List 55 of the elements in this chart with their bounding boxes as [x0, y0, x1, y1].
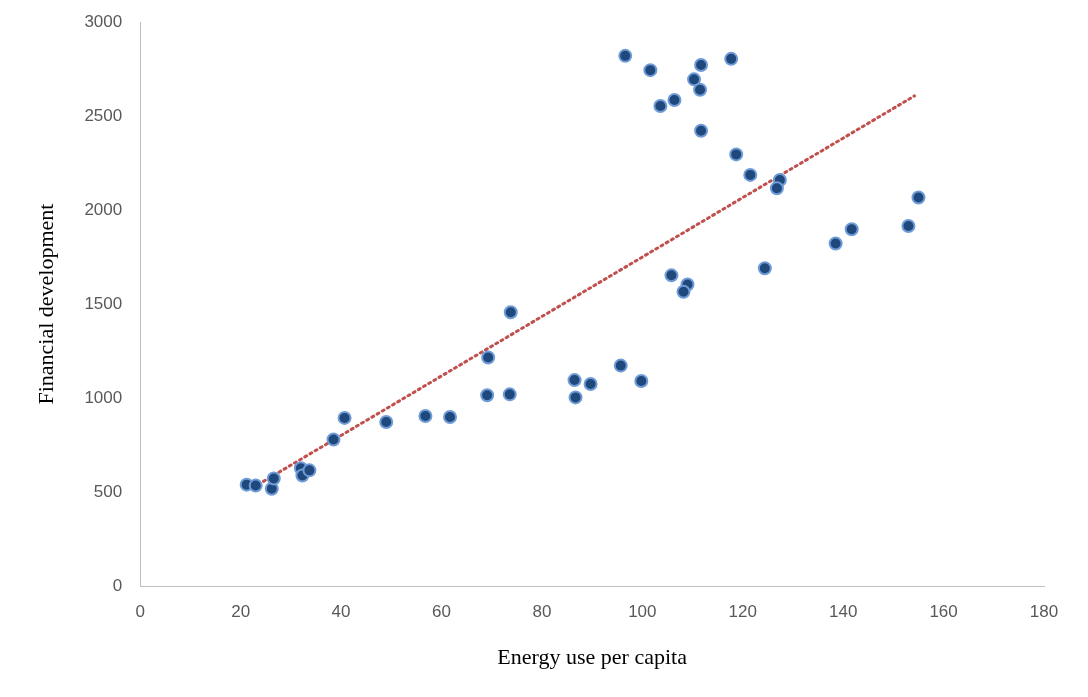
point [643, 63, 658, 78]
point [653, 99, 668, 114]
x-tick-label: 120 [728, 602, 757, 622]
y-tick-label: 0 [112, 575, 123, 595]
point [503, 305, 518, 320]
point [757, 261, 772, 276]
y-tick-label: 2500 [84, 105, 123, 125]
point [664, 268, 679, 283]
point [481, 350, 496, 365]
point [613, 358, 628, 373]
point [694, 58, 709, 73]
point [379, 415, 394, 430]
point [828, 236, 843, 251]
point [302, 463, 317, 478]
point [337, 410, 352, 425]
point [687, 72, 702, 87]
x-tick-label: 180 [1029, 602, 1059, 622]
point [901, 219, 916, 234]
point [694, 123, 709, 138]
x-tick-label: 100 [628, 602, 657, 622]
point [844, 222, 859, 237]
x-tick-label: 60 [432, 602, 451, 622]
y-tick-label: 500 [93, 481, 123, 501]
point [418, 409, 433, 423]
point [248, 478, 263, 493]
point [769, 181, 784, 196]
x-tick-label: 140 [828, 602, 858, 622]
point [568, 390, 583, 405]
point [634, 374, 649, 389]
point [667, 93, 682, 108]
point [676, 284, 691, 299]
point [693, 82, 708, 97]
y-tick-label: 1000 [84, 387, 123, 407]
point [729, 147, 744, 162]
point [583, 377, 598, 392]
point [480, 388, 495, 403]
point [567, 373, 582, 388]
y-tick-label: 3000 [84, 11, 123, 31]
point [743, 167, 758, 182]
x-axis-title: Energy use per capita [497, 643, 688, 669]
x-tick-label: 160 [929, 602, 958, 622]
point [443, 409, 458, 424]
y-tick-label: 1500 [84, 293, 123, 313]
x-tick-label: 80 [532, 602, 552, 622]
point [502, 387, 517, 402]
x-tick-label: 40 [331, 602, 351, 622]
x-tick-label: 0 [135, 602, 145, 622]
point [326, 432, 341, 447]
point [618, 48, 633, 63]
point [266, 471, 281, 486]
x-tick-label: 20 [231, 602, 251, 622]
point [724, 51, 739, 66]
y-axis-title: Financial development [32, 203, 58, 405]
point [911, 190, 926, 205]
y-tick-label: 2000 [84, 199, 123, 219]
